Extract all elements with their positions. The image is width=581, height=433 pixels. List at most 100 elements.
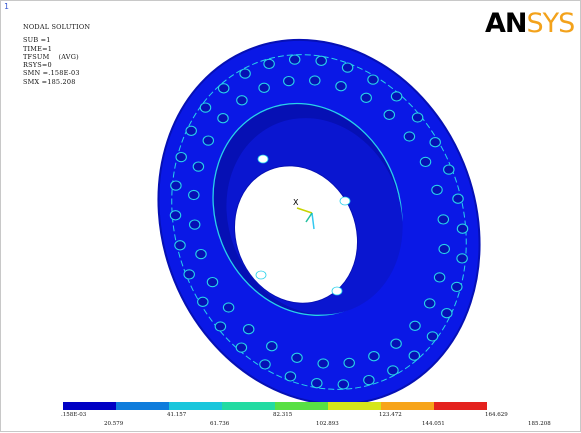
solution-title: NODAL SOLUTION — [23, 23, 91, 31]
drilled-hole — [368, 351, 380, 362]
drilled-hole — [431, 184, 443, 196]
drilled-hole — [426, 331, 439, 342]
info-line-max: SMX =185.208 — [23, 77, 76, 86]
drilled-hole — [217, 83, 230, 94]
drilled-hole — [214, 321, 227, 332]
drilled-hole — [335, 81, 347, 92]
drilled-hole — [263, 58, 275, 70]
drilled-hole — [202, 135, 215, 146]
drilled-hole — [443, 164, 455, 175]
legend-color-swatch — [116, 402, 169, 410]
drilled-hole — [360, 92, 372, 103]
legend-color-swatch — [328, 402, 381, 410]
drilled-hole — [197, 296, 209, 307]
contour-legend-bar — [63, 402, 487, 410]
drilled-hole — [441, 308, 453, 319]
drilled-hole — [343, 357, 355, 369]
drilled-hole — [266, 341, 278, 352]
solution-info: NODAL SOLUTION SUB =1 TIME=1 TFSUM (AVG)… — [23, 23, 90, 86]
drilled-hole — [438, 243, 450, 255]
drilled-hole — [195, 248, 207, 260]
drilled-hole — [419, 156, 432, 168]
drilled-hole — [341, 62, 354, 73]
drilled-hole — [258, 82, 270, 93]
triad-y-axis — [311, 212, 315, 230]
legend-color-swatch — [434, 402, 487, 410]
info-line-result: TFSUM (AVG) — [23, 52, 79, 61]
drilled-hole — [409, 320, 421, 331]
drilled-hole — [174, 240, 186, 251]
drilled-hole — [291, 352, 303, 363]
drilled-hole — [170, 180, 182, 191]
drilled-hole — [456, 223, 469, 234]
drilled-hole — [451, 281, 463, 293]
bolt-hole — [255, 270, 267, 280]
drilled-hole — [383, 109, 396, 120]
center-bore — [234, 165, 359, 304]
drilled-hole — [456, 253, 468, 264]
drilled-hole — [169, 210, 182, 221]
drilled-hole — [423, 298, 436, 309]
info-line-rsys: RSYS=0 — [23, 61, 52, 70]
legend-label-bottom: 185.208 — [528, 421, 551, 427]
info-line-sub: SUB =1 — [23, 36, 51, 45]
drilled-hole — [239, 68, 251, 79]
drilled-hole — [337, 379, 350, 390]
drilled-hole — [259, 359, 271, 370]
drilled-hole — [206, 276, 219, 288]
drilled-hole — [188, 189, 200, 201]
legend-label-bottom: 20.579 — [104, 421, 124, 427]
drilled-hole — [408, 350, 421, 361]
legend-color-swatch — [169, 402, 222, 410]
legend-label-top: 123.472 — [379, 412, 402, 418]
info-line-min: SMN =.158E-03 — [23, 69, 80, 78]
drilled-hole — [217, 113, 229, 124]
drilled-hole — [437, 214, 450, 225]
drilled-hole — [222, 302, 235, 313]
drilled-hole — [235, 342, 248, 353]
drilled-hole — [188, 219, 201, 230]
legend-color-swatch — [222, 402, 275, 410]
triad-x-axis — [296, 207, 313, 214]
drilled-hole — [175, 151, 187, 163]
drilled-hole — [317, 358, 329, 369]
window-number: 1 — [4, 2, 9, 11]
triad-label: X — [293, 198, 299, 207]
legend-label-top: 164.629 — [485, 412, 508, 418]
drilled-hole — [315, 55, 327, 66]
drilled-hole — [199, 102, 212, 113]
brake-disc: X — [157, 38, 481, 406]
triad-z-axis — [305, 212, 313, 223]
legend-color-swatch — [63, 402, 116, 410]
drilled-hole — [390, 338, 402, 349]
drilled-hole — [452, 193, 464, 204]
bolt-hole — [331, 286, 343, 296]
drilled-hole — [311, 378, 323, 389]
legend-label-top: 41.157 — [167, 412, 187, 418]
legend-label-bottom: 61.736 — [210, 421, 230, 427]
drilled-hole — [284, 371, 297, 382]
drilled-hole — [185, 125, 197, 136]
drilled-hole — [387, 365, 399, 376]
drilled-hole — [309, 75, 321, 86]
drilled-hole — [363, 374, 375, 386]
drilled-hole — [429, 137, 441, 148]
drilled-hole — [433, 272, 446, 283]
legend-label-top: 82.315 — [273, 412, 293, 418]
drilled-hole — [367, 74, 379, 85]
drilled-hole — [390, 91, 403, 102]
ansys-logo: ANSYS — [485, 8, 575, 39]
legend-label-bottom: 144.051 — [422, 421, 445, 427]
info-line-time: TIME=1 — [23, 44, 53, 53]
legend-label-bottom: 102.893 — [316, 421, 339, 427]
legend-color-swatch — [275, 402, 328, 410]
drilled-hole — [283, 75, 295, 87]
drilled-hole — [192, 161, 205, 172]
drilled-hole — [411, 112, 424, 123]
legend-label-top: .158E-03 — [61, 412, 87, 418]
bolt-hole — [257, 154, 269, 164]
bolt-hole — [339, 196, 351, 206]
drilled-hole — [403, 131, 416, 142]
